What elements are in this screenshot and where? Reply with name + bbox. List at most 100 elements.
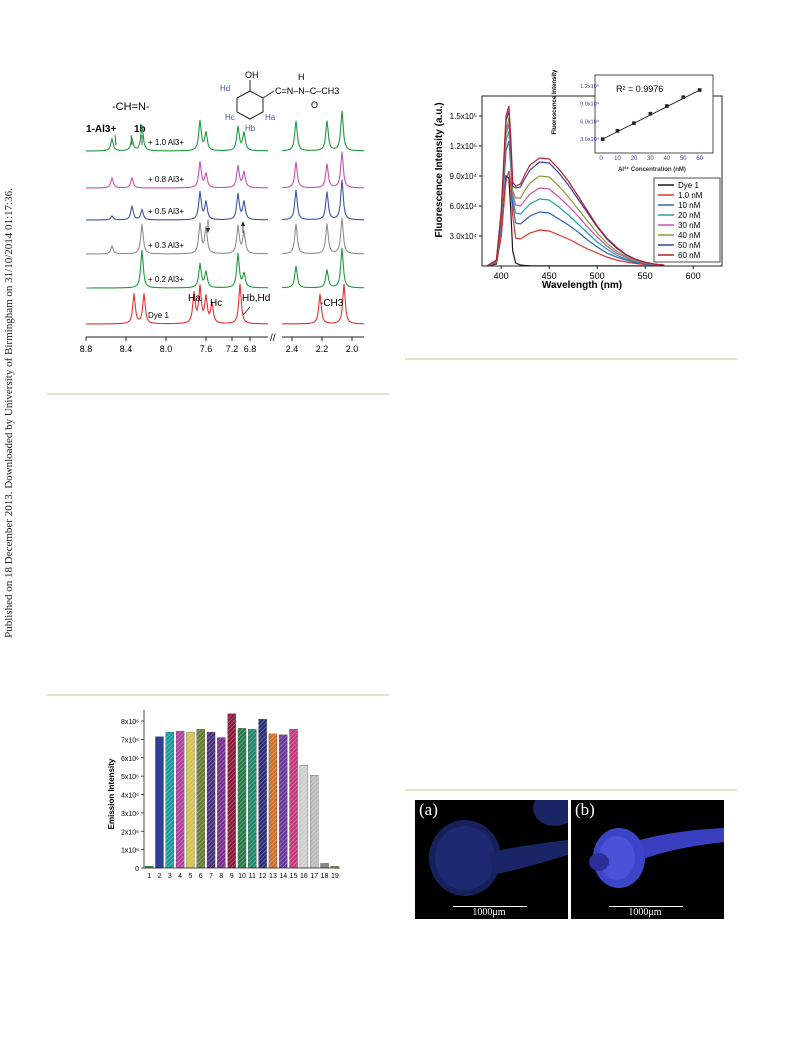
bar-x-tick-label: 10 [238, 873, 246, 880]
zebrafish-photo-b: (b) 1000μm [571, 800, 724, 919]
emission-bar-hatch [258, 719, 267, 868]
nmr-trace-label: + 1.0 Al3+ [148, 138, 184, 147]
nmr-trace-label: + 0.8 Al3+ [148, 175, 184, 184]
separator-rule [405, 358, 737, 360]
peak-hc-label: Hc [210, 298, 222, 309]
peak-ha-label: Ha [188, 293, 201, 304]
zebrafish-photo-a: (a) 1000μm [415, 800, 568, 919]
scale-text-a: 1000μm [472, 907, 506, 918]
bar-x-tick-label: 9 [230, 873, 234, 880]
emission-bar-hatch [227, 713, 236, 868]
fluor-y-tick-label: 6.0x10⁴ [450, 202, 478, 211]
separator-rule [47, 694, 389, 696]
fluor-legend-label: 1.0 nM [678, 191, 703, 200]
bar-x-tick-label: 18 [321, 873, 329, 880]
emission-bar-hatch [176, 731, 185, 868]
fluor-legend-label: 50 nM [678, 241, 701, 250]
ligand-label: 1b [134, 124, 146, 135]
imine-label: -CH=N- [112, 101, 150, 113]
bar-x-tick-label: 8 [219, 873, 223, 880]
panel-b-label: (b) [575, 800, 595, 819]
fluor-legend-label: 20 nM [678, 211, 701, 220]
structure-hd-label: Hd [220, 84, 230, 93]
inset-y-tick-label: 6.0x10⁴ [580, 118, 600, 125]
nh-hydrogen-label: H [298, 72, 305, 82]
bar-x-tick-label: 11 [249, 873, 256, 880]
emission-bar-hatch [268, 733, 277, 868]
emission-bar-hatch [165, 732, 174, 868]
bar-x-tick-label: 6 [199, 873, 203, 880]
scale-bar-a [453, 906, 527, 907]
fluor-x-tick-label: 600 [686, 271, 701, 281]
emission-bar-hatch [248, 729, 257, 868]
fluor-legend-box [653, 177, 721, 263]
peak-hbhd-label: Hb,Hd [242, 293, 270, 304]
nmr-tick-label: 7.6 [200, 344, 213, 354]
inset-r2-label: R² = 0.9976 [616, 84, 663, 94]
inset-x-tick-label: 20 [631, 156, 638, 162]
inset-x-tick-label: 40 [664, 156, 671, 162]
bar-y-tick-label: 3x10⁶ [121, 811, 139, 818]
separator-rule [405, 789, 737, 791]
structure-ha-label: Ha [265, 113, 276, 122]
hydroxyl-label: OH [245, 70, 259, 80]
nmr-titration-figure: OH C=N–N–C–CH3 H O Hd Hc Hb Ha -CH=N- 1-… [80, 70, 365, 354]
fluor-xlabel: Wavelength (nm) [542, 280, 622, 291]
inset-data-point [600, 137, 605, 141]
bar-x-tick-label: 16 [300, 873, 308, 880]
emission-bar [155, 736, 164, 869]
inset-data-point [681, 95, 686, 99]
separator-rule [47, 393, 389, 395]
inset-xlabel: Al³⁺ Concentration (nM) [618, 166, 686, 173]
bar-y-tick-label: 6x10⁶ [121, 756, 139, 763]
emission-bar-hatch [289, 729, 298, 868]
bar-x-tick-label: 12 [259, 873, 267, 880]
fluorescence-chart: Fluorescence Intensity (a.u.) Wavelength… [434, 69, 723, 291]
inset-data-point [648, 111, 653, 116]
bar-x-tick-label: 7 [209, 873, 213, 880]
carbonyl-oxygen-label: O [311, 100, 318, 110]
bar-x-tick-label: 1 [147, 873, 151, 880]
nmr-trace [85, 179, 364, 221]
nmr-trace-label: Dye 1 [148, 311, 169, 320]
bar-y-tick-label: 2x10⁶ [121, 829, 139, 836]
fluor-series-line [486, 140, 665, 267]
bar-ylabel: Emission Intensity [107, 758, 116, 829]
fluor-y-tick-label: 3.0x10⁴ [450, 232, 478, 241]
bar-x-tick-label: 17 [310, 873, 318, 880]
scale-bar-b [609, 906, 683, 907]
publication-note-text: Published on 18 December 2013. Downloade… [3, 187, 15, 638]
bar-x-tick-label: 5 [188, 873, 192, 880]
bar-y-tick-label: 5x10⁶ [121, 774, 139, 781]
structure-hc-label: Hc [225, 113, 235, 122]
bar-x-tick-label: 2 [158, 873, 162, 880]
bar-x-tick-label: 4 [178, 873, 182, 880]
emission-bar-hatch [217, 737, 226, 868]
inset-y-tick-label: 3.0x10⁴ [580, 136, 600, 143]
panel-a-label: (a) [419, 800, 438, 819]
inset-x-tick-label: 10 [614, 156, 621, 162]
nmr-tick-label: 8.4 [120, 344, 133, 354]
molecule-structure: OH C=N–N–C–CH3 H O Hd Hc Hb Ha [220, 70, 339, 133]
emission-bar-hatch [279, 734, 288, 868]
emission-bar-hatch [237, 728, 247, 868]
nmr-tick-label: 7.2 [226, 344, 239, 354]
inset-data-point [697, 88, 702, 92]
scale-text-b: 1000μm [628, 907, 662, 918]
emission-bar-hatch [299, 765, 308, 868]
complex-label: 1-Al3+ [86, 124, 116, 135]
fluor-x-tick-label: 500 [590, 271, 605, 281]
inset-x-tick-label: 30 [647, 156, 654, 162]
nmr-tick-label: 2.4 [286, 344, 299, 354]
fluor-y-tick-label: 1.5x10⁵ [450, 112, 477, 121]
emission-bar [320, 863, 329, 869]
nmr-trace-label: + 0.2 Al3+ [148, 275, 184, 284]
nmr-trace [86, 151, 364, 189]
inset-y-tick-label: 9.0x10⁴ [580, 101, 600, 108]
fluor-x-tick-label: 450 [542, 271, 557, 281]
hydrazone-chain-label: C=N–N–C–CH3 [275, 86, 339, 96]
inset-data-point [615, 129, 620, 133]
inset-x-tick-label: 0 [599, 156, 603, 162]
nmr-tick-label: 8.0 [160, 344, 173, 354]
bar-y-tick-label: 7x10⁶ [121, 737, 139, 744]
